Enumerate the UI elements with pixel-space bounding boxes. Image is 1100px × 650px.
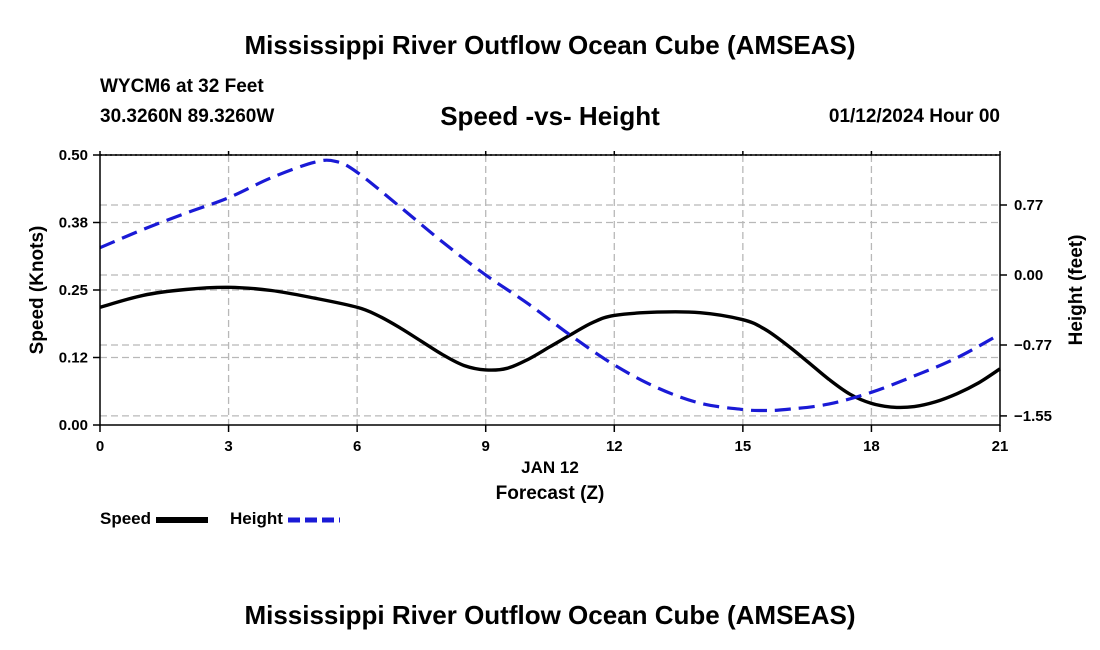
y-tick-label: 0.38 bbox=[59, 215, 88, 232]
x-axis-label: Forecast (Z) bbox=[495, 483, 605, 504]
y-axis-label: Speed (Knots) bbox=[27, 226, 48, 355]
x-tick-label: 15 bbox=[735, 438, 752, 455]
legend-label-speed: Speed bbox=[100, 509, 152, 528]
y2-axis-label: Height (feet) bbox=[1066, 235, 1087, 346]
coordinates-label: 30.3260N 89.3260W bbox=[100, 106, 275, 127]
x-tick-label: 0 bbox=[96, 438, 104, 455]
x-tick-label: 6 bbox=[353, 438, 361, 455]
series-line-speed bbox=[99, 285, 1001, 410]
series-line-height bbox=[99, 158, 1001, 413]
y2-tick-label: −0.77 bbox=[1014, 337, 1052, 354]
station-label: WYCM6 at 32 Feet bbox=[100, 76, 264, 97]
footer-title: Mississippi River Outflow Ocean Cube (AM… bbox=[244, 600, 856, 630]
legend-item-height: Height bbox=[230, 509, 342, 529]
y-tick-label: 0.25 bbox=[59, 282, 88, 299]
axis-ticks: 0 3 6 9 12 15 18 21 0.00 0.12 0.25 0.38 0.50 −1.55 −0.… bbox=[59, 147, 1052, 455]
y2-tick-label: 0.77 bbox=[1014, 197, 1043, 214]
chart-title: Speed -vs- Height bbox=[440, 101, 660, 131]
legend-swatch-speed bbox=[155, 516, 208, 523]
y-tick-label: 0.12 bbox=[59, 350, 88, 367]
y2-tick-label: 0.00 bbox=[1014, 267, 1043, 284]
page-title: Mississippi River Outflow Ocean Cube (AM… bbox=[244, 30, 856, 60]
legend-label-height: Height bbox=[230, 509, 283, 528]
x-tick-label: 12 bbox=[606, 438, 623, 455]
y-tick-label: 0.50 bbox=[59, 147, 88, 164]
legend-item-speed: Speed bbox=[100, 509, 210, 529]
y2-tick-label: −1.55 bbox=[1014, 408, 1052, 425]
x-date-label: JAN 12 bbox=[521, 458, 579, 477]
y-tick-label: 0.00 bbox=[59, 417, 88, 434]
legend-swatch-height bbox=[287, 517, 340, 523]
x-tick-label: 3 bbox=[224, 438, 232, 455]
series-group bbox=[99, 158, 1001, 413]
x-tick-label: 9 bbox=[482, 438, 490, 455]
forecast-datetime: 01/12/2024 Hour 00 bbox=[828, 106, 1000, 127]
x-tick-label: 21 bbox=[992, 438, 1009, 455]
x-tick-label: 18 bbox=[863, 438, 880, 455]
